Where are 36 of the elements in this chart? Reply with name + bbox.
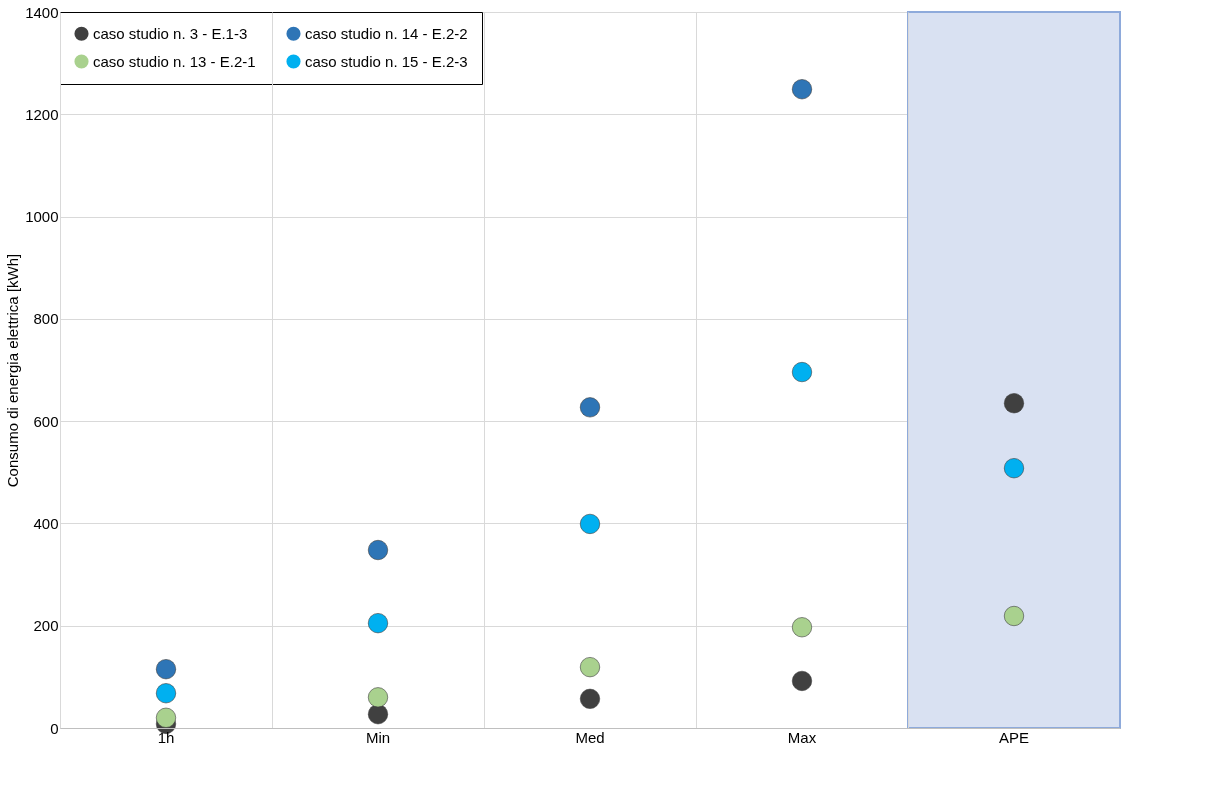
point [155,707,177,728]
y-tick-label: 1400 [25,3,59,21]
legend-label: caso studio n. 13 - E.2-1 [93,52,256,70]
point [155,659,177,680]
point [155,683,177,704]
legend-label: caso studio n. 14 - E.2-2 [305,24,468,42]
legend-label: caso studio n. 15 - E.2-3 [305,52,468,70]
point [367,704,389,725]
y-axis-title: Consumo di energia elettrica [kWh] [4,253,22,488]
point [367,687,389,708]
y-tick-label: 600 [33,412,59,430]
point [367,613,389,634]
point [579,657,601,678]
point [1003,605,1025,627]
y-tick-label: 1200 [25,105,59,123]
point [791,670,813,691]
point [579,513,601,534]
y-tick-label: 0 [50,719,59,737]
x-tick-label: Min [365,728,391,746]
y-tick-label: 800 [33,310,59,328]
y-tick-label: 400 [33,514,59,532]
x-tick-label: 1h [157,728,175,746]
point [791,79,813,100]
y-tick-label: 1000 [25,208,59,226]
point [1003,458,1025,479]
point [579,688,601,709]
point [579,397,601,418]
y-tick-label: 200 [33,617,59,635]
x-tick-label: Med [575,728,605,746]
x-tick-label: Max [787,728,817,746]
point [791,362,813,383]
point [367,540,389,561]
x-tick-label: APE [998,728,1030,746]
legend-label: caso studio n. 3 - E.1-3 [93,24,248,42]
point [1003,393,1025,414]
point [791,617,813,638]
